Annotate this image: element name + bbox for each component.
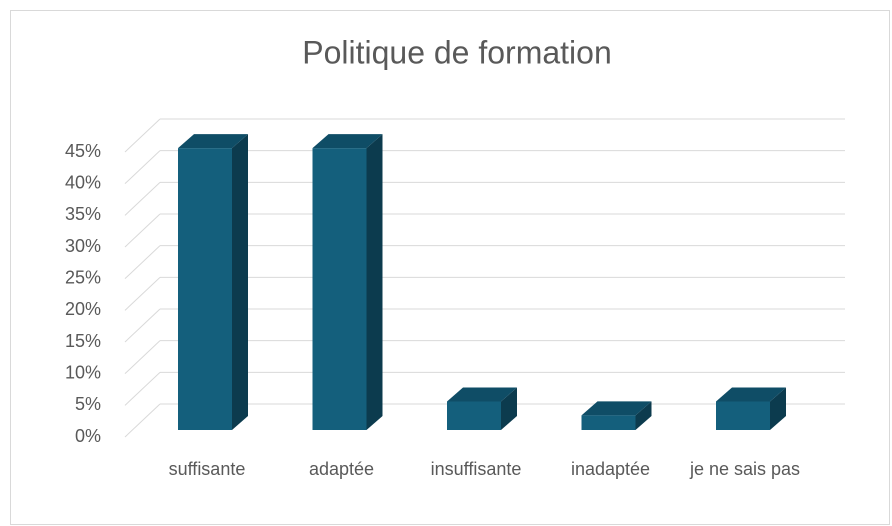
chart-frame xyxy=(10,10,890,525)
bar-front xyxy=(447,401,501,430)
y-tick-label: 0% xyxy=(75,426,101,446)
grid-line xyxy=(124,150,161,185)
y-tick-label: 15% xyxy=(65,331,101,351)
grid-line xyxy=(124,308,161,343)
bar-top xyxy=(178,134,248,149)
bar xyxy=(312,134,383,430)
x-tick-label: adaptée xyxy=(308,459,375,479)
y-tick-label: 45% xyxy=(65,141,101,161)
bar xyxy=(716,387,786,430)
bar-top xyxy=(447,387,517,402)
bar-top xyxy=(716,387,786,402)
x-tick-label: inadaptée xyxy=(570,459,651,479)
bar-side xyxy=(501,387,517,430)
grid-line xyxy=(124,276,161,311)
bar-side xyxy=(366,134,383,430)
grid-line xyxy=(124,245,161,280)
bar-side xyxy=(635,401,652,430)
bar-front xyxy=(312,148,367,430)
bar-top xyxy=(581,401,652,416)
bar-side xyxy=(770,387,786,430)
bar xyxy=(581,401,652,430)
grid-line xyxy=(124,118,161,153)
y-tick-label: 10% xyxy=(65,362,101,382)
bar xyxy=(447,387,517,430)
grid-line xyxy=(124,403,161,438)
bar xyxy=(178,134,248,430)
y-tick-label: 40% xyxy=(65,172,101,192)
grid-line xyxy=(124,340,161,375)
x-tick-label: suffisante xyxy=(168,459,246,479)
y-tick-label: 30% xyxy=(65,236,101,256)
x-tick-label: je ne sais pas xyxy=(689,459,801,479)
bar-front xyxy=(178,148,232,430)
y-tick-label: 20% xyxy=(65,299,101,319)
grid-line xyxy=(124,213,161,248)
x-tick-label: insuffisante xyxy=(430,459,522,479)
bar-side xyxy=(232,134,248,430)
y-tick-label: 5% xyxy=(75,394,101,414)
chart-title: Politique de formation xyxy=(302,34,612,70)
bar-top xyxy=(312,134,383,149)
y-tick-label: 25% xyxy=(65,267,101,287)
y-tick-label: 35% xyxy=(65,204,101,224)
bar-front xyxy=(716,401,770,430)
grid-line xyxy=(124,371,161,406)
grid-line xyxy=(124,181,161,216)
bar-front xyxy=(581,415,636,430)
